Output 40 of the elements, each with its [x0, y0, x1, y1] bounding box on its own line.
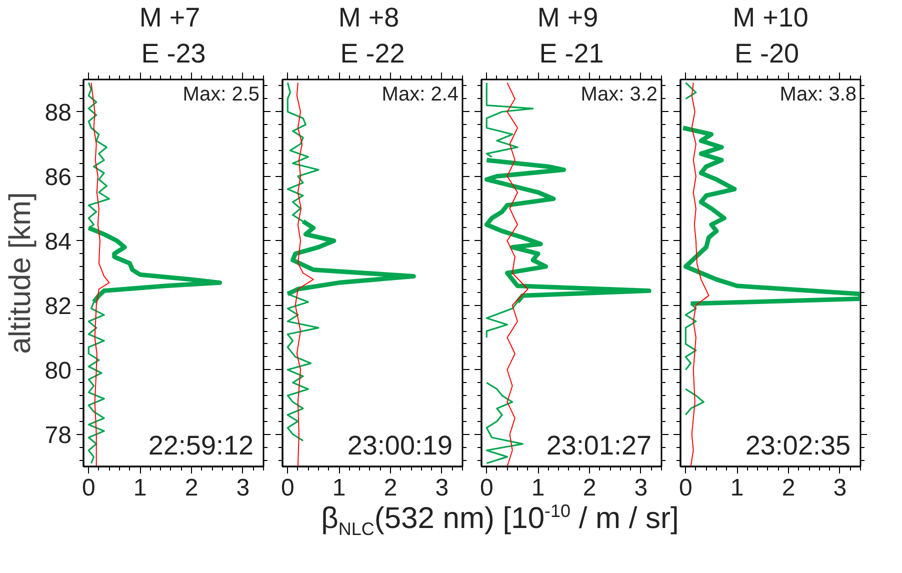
chart-title: M +8: [338, 2, 400, 32]
annotation: Max: 2.4: [382, 84, 459, 106]
y-axis-title: altitude [km]: [4, 192, 37, 354]
x-tick-label: 0: [480, 474, 494, 502]
chart-subtitle: E -20: [734, 38, 800, 68]
annotation: 22:59:12: [148, 430, 254, 460]
y-tick-label: 78: [44, 422, 72, 449]
annotation: Max: 2.5: [182, 84, 260, 106]
y-tick-label: 82: [44, 292, 72, 320]
x-tick-label: 0: [280, 474, 294, 502]
annotation: 23:01:27: [546, 430, 652, 460]
annotation: 23:02:35: [745, 430, 851, 460]
x-tick-label: 1: [531, 474, 545, 502]
y-tick-label: 86: [44, 164, 72, 191]
x-tick-label: 2: [782, 474, 796, 502]
y-tick-label: 88: [44, 99, 72, 126]
chart-title: M +9: [537, 2, 598, 32]
x-tick-label: 2: [184, 474, 198, 502]
x-tick-label: 1: [730, 474, 744, 502]
chart-subtitle: E -22: [340, 38, 405, 68]
x-tick-label: 2: [384, 474, 398, 502]
y-tick-label: 80: [44, 357, 72, 384]
chart-subtitle: E -21: [539, 38, 604, 68]
annotation: Max: 3.2: [580, 84, 658, 106]
annotation: Max: 3.8: [780, 84, 857, 106]
chart-title: M +10: [732, 2, 808, 32]
x-tick-label: 2: [582, 474, 596, 502]
x-axis-title: β$_{NLC}$(532 nm) [10$^{-10}$ / m / sr]: [321, 501, 679, 539]
y-tick-label: 84: [44, 228, 72, 256]
x-tick-label: 3: [634, 474, 648, 502]
chart-subtitle: E -23: [141, 38, 206, 68]
x-tick-label: 1: [133, 474, 147, 502]
x-tick-label: 0: [82, 474, 96, 502]
x-tick-label: 0: [678, 474, 692, 502]
x-tick-label: 3: [833, 474, 847, 502]
annotation: 23:00:19: [347, 430, 453, 460]
x-tick-label: 3: [435, 474, 449, 502]
chart-title: M +7: [139, 2, 200, 32]
x-tick-label: 3: [236, 474, 250, 502]
x-tick-label: 1: [332, 474, 346, 502]
